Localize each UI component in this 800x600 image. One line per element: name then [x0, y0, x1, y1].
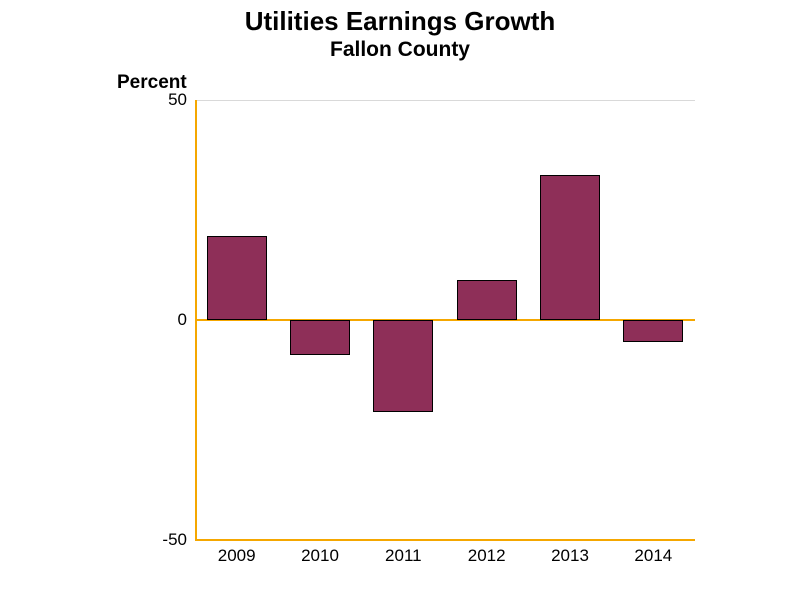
x-tick-label: 2014 [612, 546, 695, 566]
y-tick-label: 0 [127, 310, 187, 330]
bar [457, 280, 517, 320]
chart-subtitle: Fallon County [0, 38, 800, 62]
y-tick-label: -50 [127, 530, 187, 550]
chart-plot-area [195, 100, 695, 540]
x-tick-label: 2011 [362, 546, 445, 566]
bar [540, 175, 600, 320]
x-tick-label: 2009 [195, 546, 278, 566]
x-axis-line [195, 539, 695, 541]
y-tick-label: 50 [127, 90, 187, 110]
x-tick-label: 2013 [528, 546, 611, 566]
x-tick-label: 2010 [278, 546, 361, 566]
bar [207, 236, 267, 320]
y-axis-line [195, 100, 197, 540]
chart-title: Utilities Earnings Growth [0, 6, 800, 37]
x-tick-label: 2012 [445, 546, 528, 566]
zero-line [195, 319, 695, 321]
bar [623, 320, 683, 342]
bar [290, 320, 350, 355]
bar [373, 320, 433, 412]
gridline [195, 100, 695, 101]
